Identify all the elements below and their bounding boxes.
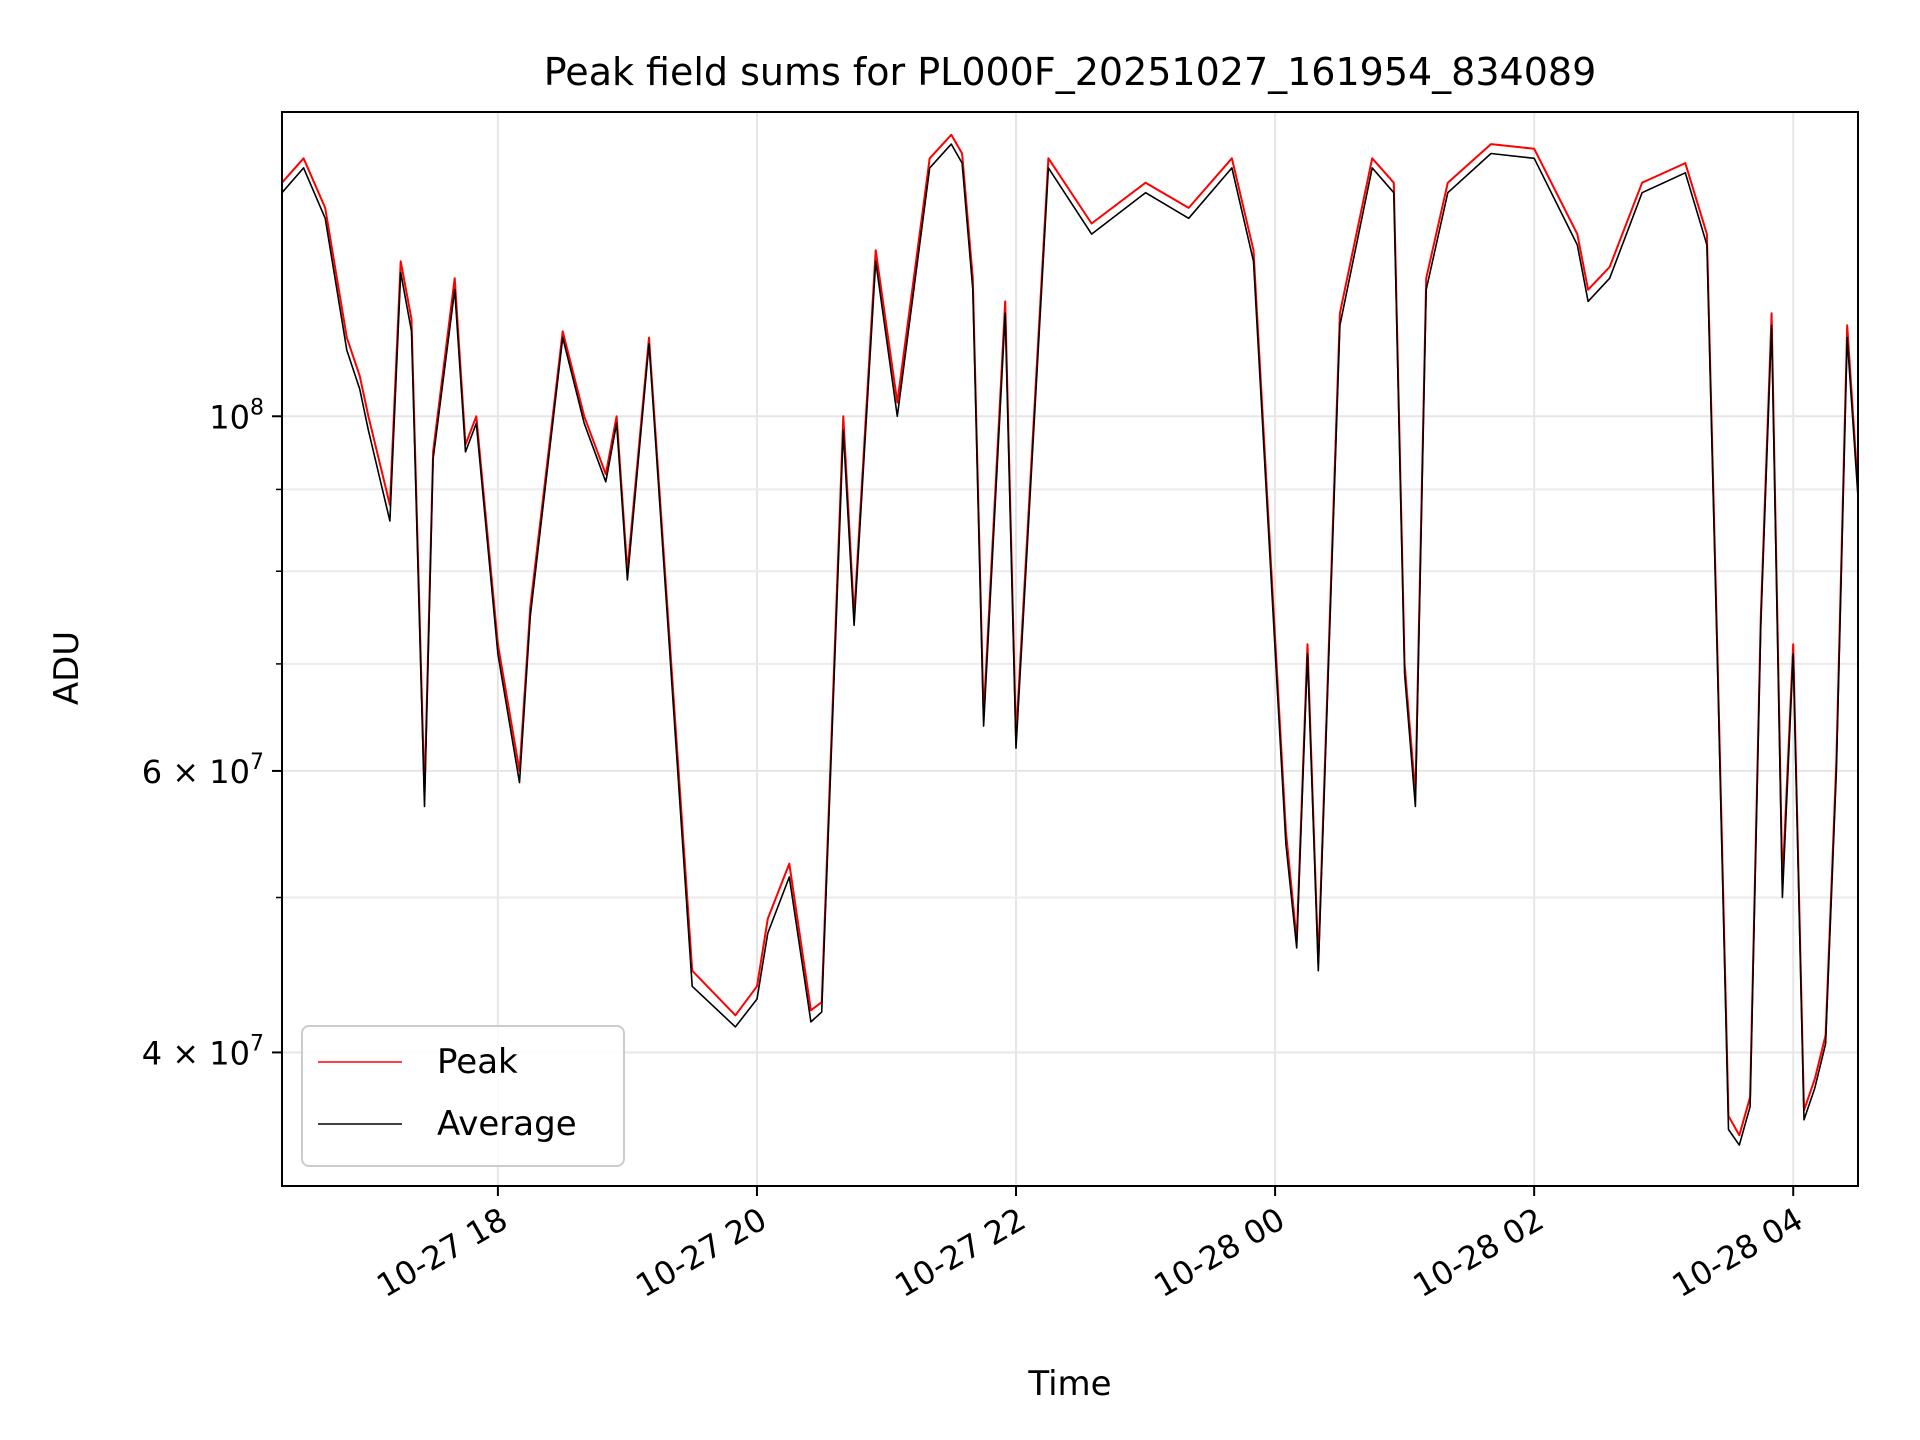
series-line-average xyxy=(281,143,1859,1146)
chart-title: Peak field sums for PL000F_20251027_1619… xyxy=(544,50,1597,94)
y-tick-label: 6 × 107 xyxy=(142,750,264,791)
y-tick-label: 108 xyxy=(209,395,264,436)
y-axis-label: ADU xyxy=(47,631,87,705)
plot-area-frame xyxy=(281,111,1859,1187)
legend-label-peak: Peak xyxy=(437,1042,518,1082)
y-tick-label: 4 × 107 xyxy=(142,1031,264,1072)
y-axis: 108 6 × 107 4 × 107 xyxy=(142,395,282,1072)
legend: Peak Average xyxy=(301,1025,625,1167)
legend-label-average: Average xyxy=(437,1104,577,1144)
legend-box xyxy=(301,1025,625,1167)
x-axis-label: Time xyxy=(1027,1364,1111,1404)
plot-series xyxy=(281,133,1859,1146)
